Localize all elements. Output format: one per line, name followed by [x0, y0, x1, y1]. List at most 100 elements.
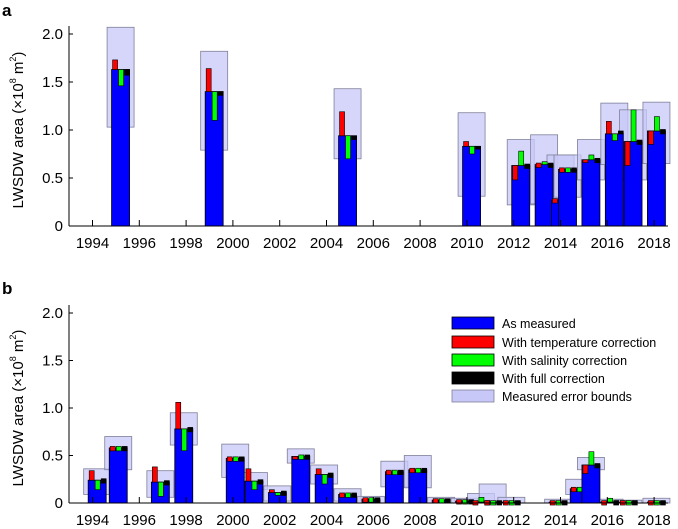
bar-salinity-a-9 — [612, 133, 618, 141]
bar-full-a-5 — [547, 162, 554, 168]
bar-full-b-3 — [187, 427, 194, 433]
panel-letter-b: b — [2, 279, 12, 298]
bar-full-a-8 — [594, 157, 601, 164]
bar-full-b-6 — [281, 490, 287, 496]
bar-salinity-b-9 — [345, 492, 351, 498]
bar-temperature-a-10 — [624, 141, 631, 166]
bar-full-b-8 — [327, 472, 334, 478]
bar-full-b-5 — [257, 479, 264, 485]
x-tick-label-a-12: 2018 — [637, 235, 670, 252]
bar-temperature-a-8 — [582, 159, 589, 163]
bar-temperature-b-5 — [245, 468, 252, 482]
bar-salinity-b-7 — [298, 454, 305, 460]
bar-temperature-b-13 — [432, 498, 439, 504]
bar-full-b-20 — [594, 463, 601, 469]
panel-letter-a: a — [2, 1, 12, 20]
bar-salinity-a-2 — [345, 135, 351, 160]
bar-full-a-7 — [571, 167, 577, 173]
bar-salinity-b-0 — [94, 479, 101, 491]
x-tick-label-a-9: 2012 — [497, 235, 530, 252]
x-tick-label-a-4: 2002 — [263, 235, 296, 252]
bar-temperature-a-2 — [339, 111, 345, 137]
bar-full-b-13 — [444, 498, 451, 504]
bar-full-a-1 — [217, 91, 224, 96]
bar-temperature-a-3 — [463, 141, 469, 147]
x-tick-label-b-8: 2010 — [450, 512, 483, 529]
bar-salinity-b-5 — [251, 480, 258, 490]
x-tick-label-b-11: 2016 — [591, 512, 624, 529]
y-axis-title-a: LWSDW area (×108 m2) — [8, 52, 27, 209]
bar-measured-a-5 — [534, 164, 554, 227]
bar-temperature-b-10 — [362, 497, 369, 503]
x-tick-label-b-10: 2014 — [544, 512, 577, 529]
x-tick-label-a-1: 1996 — [123, 235, 156, 252]
bar-full-a-10 — [636, 139, 643, 145]
y-tick-label-a-3: 1.5 — [42, 74, 63, 91]
bar-salinity-b-10 — [368, 497, 375, 503]
bar-salinity-b-14 — [462, 499, 468, 505]
bar-full-b-7 — [304, 454, 311, 460]
legend-swatch-temperature — [451, 335, 495, 349]
bar-full-b-12 — [421, 467, 428, 474]
legend-label-measured: As measured — [502, 317, 576, 331]
legend-swatch-salinity — [451, 353, 495, 367]
x-tick-label-a-5: 2004 — [310, 235, 343, 252]
legend-swatch-measured — [451, 316, 495, 330]
bar-measured-a-11 — [647, 130, 666, 227]
y-tick-label-b-4: 2.0 — [42, 305, 63, 322]
x-tick-label-b-7: 2008 — [403, 512, 436, 529]
bar-temperature-a-9 — [606, 121, 612, 135]
axes-a: 0 0.5 1.0 1.5 2.0 1994 1996 1998 2000 2002 2004 200… — [42, 26, 671, 252]
bar-salinity-a-7 — [565, 167, 571, 173]
bar-salinity-b-12 — [415, 467, 422, 474]
panel-a: a LWSDW area (×108 m2) 0 0.5 1.0 1.5 2.0 1994… — [2, 1, 671, 252]
bar-salinity-b-2 — [158, 481, 164, 497]
y-tick-label-b-1: 0.5 — [42, 448, 63, 465]
bar-temperature-b-12 — [409, 467, 416, 474]
bar-measured-b-4 — [225, 457, 245, 504]
bar-full-b-10 — [374, 497, 381, 503]
x-tick-label-b-4: 2002 — [263, 512, 296, 529]
bar-salinity-b-8 — [321, 474, 328, 485]
axes-b: 0 0.5 1.0 1.5 2.0 1994 1996 1998 2000 2002 2004 200… — [42, 305, 671, 529]
bar-salinity-b-19 — [576, 486, 583, 493]
x-tick-label-a-8: 2010 — [450, 235, 483, 252]
bar-temperature-a-6 — [552, 198, 558, 204]
bar-full-b-0 — [100, 478, 107, 484]
bar-measured-b-7 — [291, 456, 311, 504]
y-axis-title-b: LWSDW area (×108 m2) — [8, 330, 27, 487]
bar-full-b-9 — [351, 492, 357, 498]
x-tick-label-b-3: 2000 — [216, 512, 249, 529]
bar-salinity-a-8 — [588, 154, 595, 161]
x-tick-label-a-11: 2016 — [591, 235, 624, 252]
bar-salinity-a-5 — [541, 161, 548, 165]
bar-temperature-b-11 — [386, 469, 392, 475]
legend-label-full: With full correction — [502, 372, 605, 386]
bar-temperature-b-9 — [339, 492, 345, 498]
y-tick-label-a-4: 2.0 — [42, 26, 63, 43]
x-tick-label-b-12: 2018 — [637, 512, 670, 529]
bar-temperature-b-8 — [315, 468, 322, 475]
bar-temperature-b-4 — [226, 456, 233, 462]
bar-full-b-1 — [121, 446, 128, 452]
bar-measured-a-8 — [581, 159, 601, 227]
bar-salinity-a-0 — [118, 69, 124, 87]
x-tick-label-b-9: 2012 — [497, 512, 530, 529]
bar-salinity-a-4 — [518, 150, 525, 166]
bar-full-a-11 — [660, 129, 666, 135]
x-tick-label-b-1: 1996 — [123, 512, 156, 529]
bar-temperature-b-1 — [109, 446, 116, 452]
bar-salinity-b-3 — [181, 428, 188, 452]
y-tick-label-b-2: 1.0 — [42, 400, 63, 417]
y-tick-label-a-2: 1.0 — [42, 122, 63, 139]
bar-full-b-4 — [238, 456, 245, 462]
bar-temperature-b-14 — [456, 499, 462, 505]
bar-full-b-2 — [164, 480, 170, 486]
bar-salinity-a-3 — [469, 146, 475, 155]
x-tick-label-b-2: 1998 — [169, 512, 202, 529]
bar-measured-a-9 — [604, 133, 624, 227]
panel-b: b LWSDW area (×108 m2) 0 0.5 1.0 1.5 2.0 1994… — [2, 279, 671, 529]
bar-temperature-a-1 — [205, 68, 212, 92]
legend-swatch-error — [451, 389, 495, 403]
